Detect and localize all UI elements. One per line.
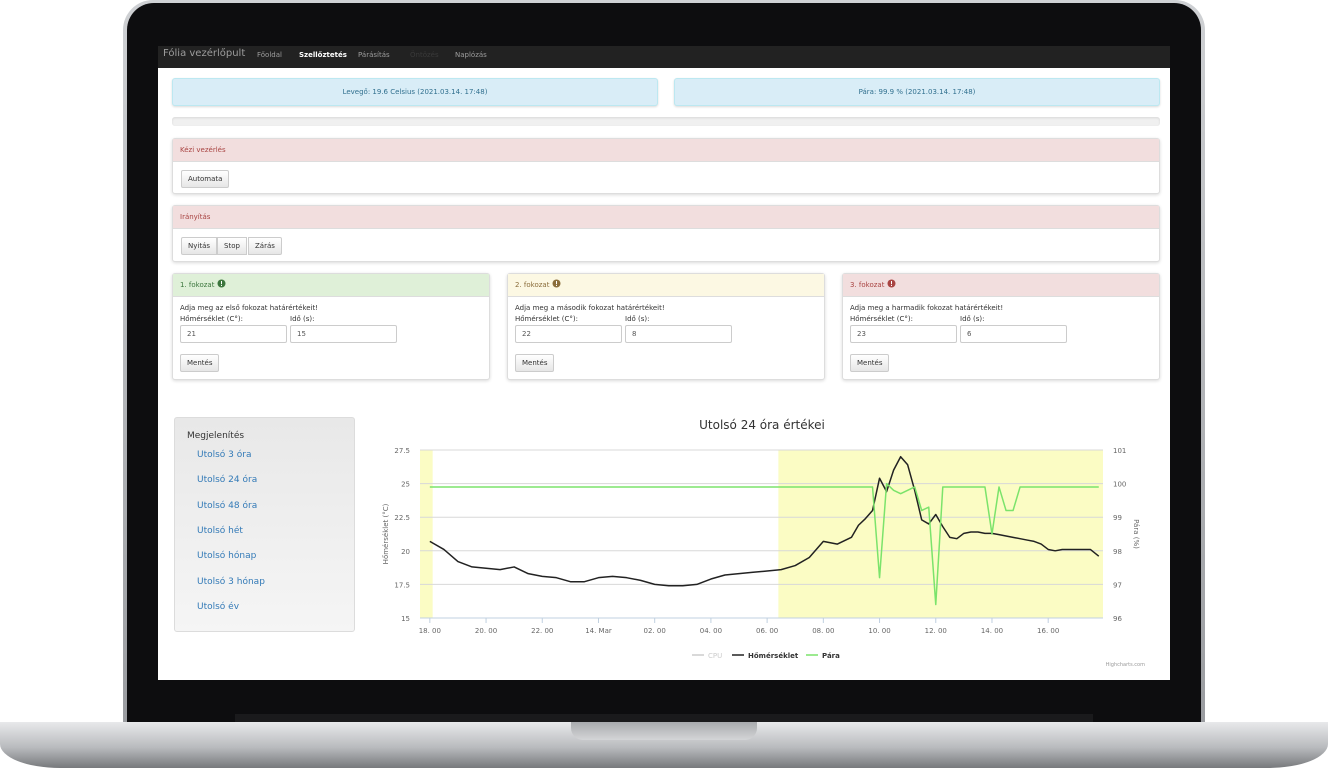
nav-link[interactable]: Naplózás [455, 51, 487, 59]
y2-tick-label: 100 [1113, 481, 1126, 489]
y-tick-label: 20 [401, 548, 410, 556]
button[interactable]: Automata [181, 170, 230, 188]
brand[interactable]: Fólia vezérlőpult [163, 48, 246, 59]
nav-link[interactable]: Párásítás [358, 51, 390, 59]
nav-link[interactable]: Főoldal [257, 51, 282, 59]
nav-link-active[interactable]: Szellőztetés [299, 51, 347, 59]
nav-link-disabled: Öntözés [410, 51, 439, 59]
button[interactable]: Mentés [850, 354, 890, 372]
x-tick-label: 06. 00 [756, 627, 778, 635]
sidebar-title: Megjelenítés [187, 431, 245, 441]
legend-label: CPU [708, 652, 722, 660]
y-axis-title: Hőmérséklet (°C) [381, 503, 390, 564]
text-input[interactable]: 6 [960, 325, 1067, 343]
x-tick-label: 16. 00 [1037, 627, 1059, 635]
control-panel: Irányítás Nyitás Stop Zárás [172, 205, 1160, 262]
field-label: Hőmérséklet (C°): [850, 315, 913, 323]
text-input[interactable]: 8 [625, 325, 732, 343]
field-label: Hőmérséklet (C°): [515, 315, 578, 323]
panel-heading: Kézi vezérlés [173, 139, 1159, 162]
sidebar-link[interactable]: Utolsó év [197, 601, 240, 612]
text-input[interactable]: 22 [515, 325, 622, 343]
stage-panel: 3. fokozat Adja meg a harmadik fokozat ha… [842, 273, 1160, 380]
text-input[interactable]: 15 [290, 325, 397, 343]
y-tick-label: 22.5 [394, 514, 410, 522]
y-tick-label: 15 [401, 615, 410, 623]
sidebar-link[interactable]: Utolsó 24 óra [197, 475, 258, 486]
button[interactable]: Nyitás [181, 237, 218, 255]
status-alert: Pára: 99.9 % (2021.03.14. 17:48) [674, 78, 1160, 106]
credit: Highcharts.com [1106, 662, 1145, 668]
text-input[interactable]: 21 [180, 325, 287, 343]
chart: Utolsó 24 óra értékei 15 17.5 20 22.5 25 27.5… [381, 418, 1145, 668]
laptop-hinge [235, 714, 1093, 723]
stage-prompt: Adja meg a harmadik fokozat határértékei… [850, 304, 1004, 312]
y2-tick-label: 98 [1113, 548, 1122, 556]
y-tick-label: 25 [401, 481, 410, 489]
y2-axis-title: Pára (%) [1132, 519, 1140, 549]
series-line [429, 455, 1100, 587]
x-tick-label: 12. 00 [925, 627, 947, 635]
text-input[interactable]: 23 [850, 325, 957, 343]
sidebar: Megjelenítés Utolsó 3 óra Utolsó 24 óra Ut… [174, 417, 355, 632]
panel-heading: Irányítás [173, 206, 1159, 229]
x-tick-label: 20. 00 [475, 627, 497, 635]
button[interactable]: Stop [217, 237, 247, 255]
y-tick-label: 17.5 [394, 581, 410, 589]
x-tick-label: 14. Mar [585, 627, 612, 635]
x-tick-label: 18. 00 [419, 627, 441, 635]
info-icon[interactable] [217, 279, 226, 288]
y2-tick-label: 96 [1113, 615, 1122, 623]
legend-label: Pára [822, 652, 840, 660]
panel-heading: 2. fokozat [508, 274, 824, 297]
field-label: Idő (s): [960, 315, 985, 323]
manual-panel: Kézi vezérlés Automata [172, 138, 1160, 194]
field-label: Hőmérséklet (C°): [180, 315, 243, 323]
x-tick-label: 22. 00 [531, 627, 553, 635]
sidebar-link[interactable]: Utolsó 3 hónap [197, 576, 265, 587]
sidebar-link[interactable]: Utolsó 48 óra [197, 500, 258, 511]
x-tick-label: 02. 00 [644, 627, 666, 635]
y2-tick-label: 101 [1113, 447, 1126, 455]
progress-bar [172, 117, 1160, 126]
x-tick-label: 10. 00 [868, 627, 890, 635]
panel-heading: 3. fokozat [843, 274, 1159, 297]
stage-prompt: Adja meg az első fokozat határértékeit! [180, 304, 319, 312]
field-label: Idő (s): [290, 315, 315, 323]
sidebar-link[interactable]: Utolsó hét [197, 525, 243, 536]
stage-panel: 2. fokozat Adja meg a második fokozat hat… [507, 273, 825, 380]
button[interactable]: Mentés [180, 354, 220, 372]
x-tick-label: 04. 00 [700, 627, 722, 635]
sidebar-link[interactable]: Utolsó 3 óra [197, 450, 252, 460]
series-line [429, 482, 1099, 606]
info-icon[interactable] [552, 279, 561, 288]
info-icon[interactable] [887, 279, 896, 288]
laptop-notch [571, 722, 757, 740]
status-alert: Levegő: 19.6 Celsius (2021.03.14. 17:48) [172, 78, 658, 106]
sidebar-link[interactable]: Utolsó hónap [197, 551, 257, 562]
y2-tick-label: 97 [1113, 581, 1122, 589]
stage-prompt: Adja meg a második fokozat határértékeit… [515, 304, 665, 312]
legend-label: Hőmérséklet [748, 651, 799, 660]
x-tick-label: 14. 00 [981, 627, 1003, 635]
panel-title: 3. fokozat [850, 281, 885, 289]
x-tick-label: 08. 00 [812, 627, 834, 635]
y-tick-label: 27.5 [394, 447, 410, 455]
plot-band [420, 450, 433, 618]
button[interactable]: Mentés [515, 354, 555, 372]
panel-title: 1. fokozat [180, 281, 215, 289]
navbar: Fólia vezérlőpult Főoldal Szellőztetés P… [158, 46, 1170, 68]
chart-title: Utolsó 24 óra értékei [699, 418, 825, 432]
panel-title: 2. fokozat [515, 281, 550, 289]
y2-tick-label: 99 [1113, 514, 1122, 522]
stage-panel: 1. fokozat Adja meg az első fokozat határ… [172, 273, 490, 380]
panel-heading: 1. fokozat [173, 274, 489, 297]
field-label: Idő (s): [625, 315, 650, 323]
button[interactable]: Zárás [248, 237, 282, 255]
